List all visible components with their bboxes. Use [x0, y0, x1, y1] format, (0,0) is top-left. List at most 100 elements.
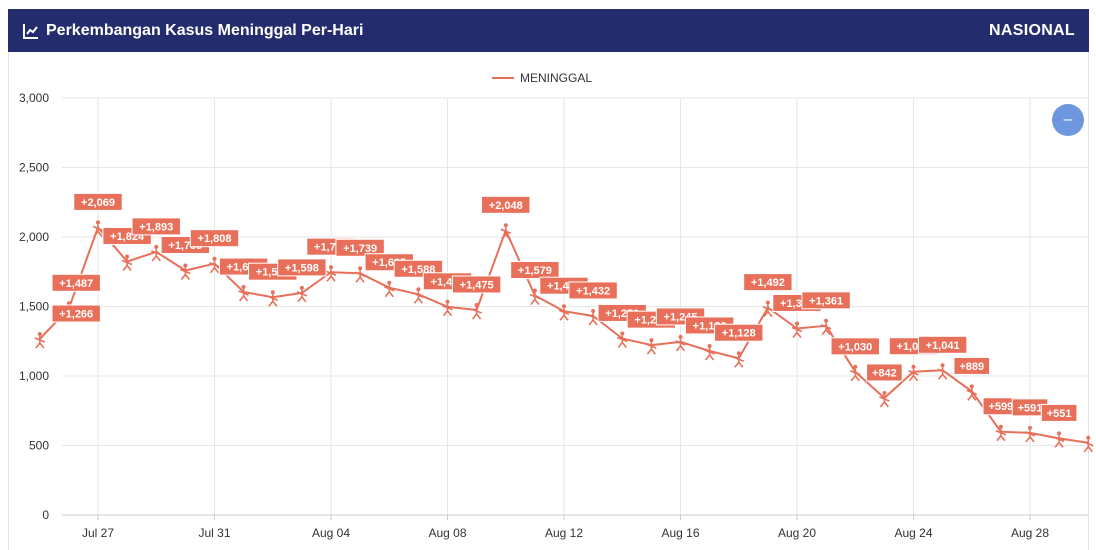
svg-text:+1,492: +1,492: [751, 277, 785, 289]
data-point[interactable]: [762, 300, 774, 318]
data-point[interactable]: [617, 331, 628, 348]
data-label: +1,361: [801, 291, 851, 310]
data-label: +2,048: [481, 195, 531, 214]
data-label: +551: [1040, 403, 1078, 422]
y-tick-label: 500: [29, 439, 49, 453]
svg-text:+2,069: +2,069: [81, 197, 115, 209]
svg-text:+1,808: +1,808: [198, 233, 232, 245]
data-point[interactable]: [471, 303, 482, 320]
svg-text:+1,475: +1,475: [460, 279, 494, 291]
svg-text:+1,030: +1,030: [838, 341, 872, 353]
data-label: +599: [982, 397, 1020, 416]
data-label: +1,432: [568, 281, 618, 300]
data-point[interactable]: [151, 244, 162, 262]
data-label: +1,475: [451, 275, 502, 294]
svg-text:+1,487: +1,487: [59, 278, 93, 290]
chart-panel: [8, 52, 1089, 550]
data-label: +1,598: [277, 258, 327, 277]
y-tick-label: 3,000: [19, 91, 49, 105]
x-axis: Jul 27 Jul 31 Aug 04 Aug 08 Aug 12 Aug 16 Aug …: [82, 526, 1049, 540]
data-point[interactable]: [820, 318, 832, 336]
data-point[interactable]: [1053, 431, 1065, 448]
data-point[interactable]: [325, 265, 337, 282]
svg-text:+1,128: +1,128: [722, 328, 756, 340]
data-point[interactable]: [354, 266, 366, 283]
svg-text:+599: +599: [988, 401, 1013, 413]
svg-text:+1,598: +1,598: [285, 262, 319, 274]
x-tick-label: Jul 31: [198, 526, 230, 540]
x-tick-label: Jul 27: [82, 526, 114, 540]
svg-text:+1,266: +1,266: [59, 309, 93, 321]
data-label: +1,492: [743, 273, 793, 292]
data-point[interactable]: [966, 384, 978, 401]
data-point[interactable]: [296, 285, 308, 303]
data-point[interactable]: [209, 256, 220, 274]
data-point[interactable]: [442, 299, 453, 317]
legend-swatch: [492, 77, 514, 79]
data-point[interactable]: [121, 254, 133, 271]
svg-text:+1,041: +1,041: [926, 340, 960, 352]
legend-item-meninggal[interactable]: MENINGGAL: [492, 71, 592, 85]
data-label: +889: [953, 356, 991, 375]
legend-label: MENINGGAL: [520, 71, 593, 85]
data-label: +1,128: [714, 323, 764, 342]
data-point[interactable]: [704, 344, 715, 361]
data-label: +2,069: [73, 192, 123, 211]
data-point[interactable]: [733, 351, 745, 368]
data-label: +1,041: [917, 335, 968, 354]
data-label: +1,808: [189, 229, 240, 248]
chart-title: Perkembangan Kasus Meninggal Per-Hari: [46, 21, 364, 39]
data-point[interactable]: [850, 364, 861, 382]
data-point[interactable]: [1024, 425, 1036, 443]
svg-text:+1,739: +1,739: [343, 243, 377, 255]
svg-text:+842: +842: [872, 367, 897, 379]
y-tick-label: 1,000: [19, 369, 49, 383]
data-label: +1,893: [131, 217, 181, 236]
data-point[interactable]: [558, 304, 570, 321]
data-point[interactable]: [1083, 435, 1094, 453]
series-meninggal: [34, 220, 1094, 453]
data-point[interactable]: [587, 309, 599, 326]
svg-text:+889: +889: [959, 361, 984, 373]
data-point[interactable]: [384, 280, 395, 298]
grid-lines: [62, 97, 1088, 520]
x-tick-label: Aug 24: [894, 526, 932, 540]
svg-text:+1,893: +1,893: [139, 221, 173, 233]
x-tick-label: Aug 04: [312, 526, 350, 540]
y-tick-label: 1,500: [19, 300, 49, 314]
y-tick-label: 0: [42, 508, 49, 522]
data-point[interactable]: [675, 334, 686, 352]
zoom-out-button[interactable]: –: [1052, 104, 1084, 136]
data-point[interactable]: [92, 220, 104, 237]
data-label: +1,487: [51, 273, 101, 292]
data-point[interactable]: [500, 223, 512, 240]
svg-text:+591: +591: [1018, 402, 1043, 414]
data-labels: +1,266+1,487+2,069+1,824+1,893+1,759+1,8…: [51, 192, 1078, 422]
data-point[interactable]: [238, 285, 249, 302]
x-tick-label: Aug 28: [1011, 526, 1049, 540]
data-point[interactable]: [529, 288, 541, 305]
data-point[interactable]: [908, 364, 919, 382]
data-label: +1,266: [51, 304, 101, 323]
data-point[interactable]: [879, 391, 890, 408]
x-tick-label: Aug 12: [545, 526, 583, 540]
data-label: +842: [866, 363, 903, 382]
x-tick-label: Aug 20: [778, 526, 816, 540]
svg-text:+1,579: +1,579: [518, 265, 552, 277]
data-label: +591: [1011, 398, 1049, 417]
data-point[interactable]: [646, 338, 657, 355]
data-point[interactable]: [995, 424, 1007, 442]
data-point[interactable]: [413, 287, 424, 304]
region-label: NASIONAL: [989, 21, 1075, 39]
svg-text:+551: +551: [1047, 408, 1072, 420]
y-tick-label: 2,000: [19, 230, 49, 244]
y-axis: 0 500 1,000 1,500 2,000 2,500 3,000: [19, 91, 49, 522]
x-tick-label: Aug 08: [428, 526, 466, 540]
data-point[interactable]: [791, 321, 803, 338]
data-point[interactable]: [34, 332, 46, 349]
line-chart-icon: [22, 22, 40, 40]
data-point[interactable]: [937, 363, 948, 380]
data-point[interactable]: [180, 263, 191, 280]
data-point[interactable]: [267, 290, 279, 307]
